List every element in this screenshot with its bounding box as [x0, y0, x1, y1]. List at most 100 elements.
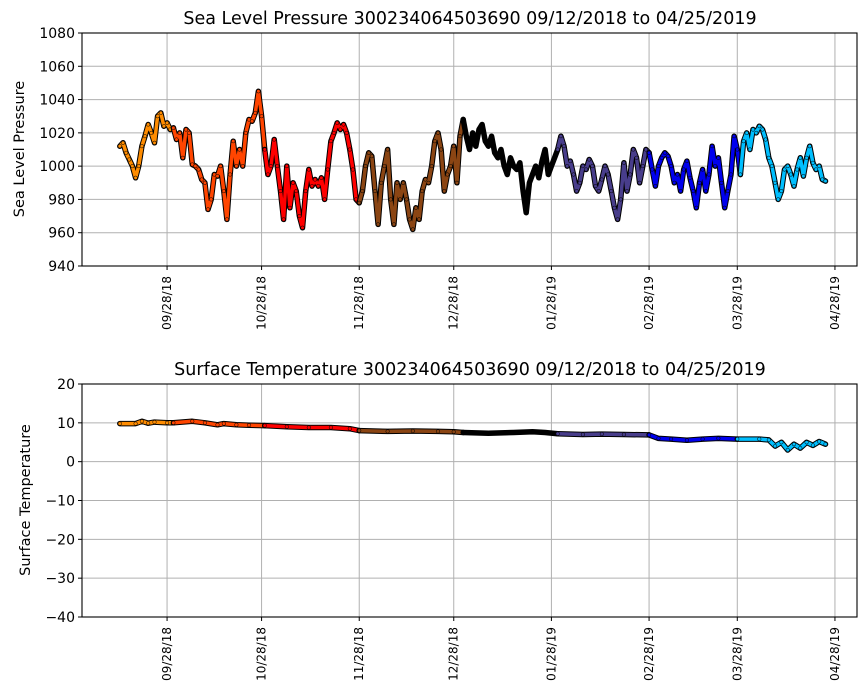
data-point: [464, 134, 469, 139]
data-point: [190, 162, 195, 167]
data-point: [612, 205, 617, 210]
y-tick-label: 1000: [39, 159, 75, 175]
data-point: [149, 130, 154, 135]
data-point: [338, 127, 343, 132]
data-point: [769, 164, 774, 169]
x-tick-label: 02/28/19: [642, 627, 656, 681]
data-point: [246, 423, 252, 428]
data-point: [656, 164, 661, 169]
data-point: [640, 164, 645, 169]
data-point: [171, 420, 176, 425]
data-point: [467, 147, 472, 152]
data-point: [253, 110, 258, 115]
data-point: [454, 180, 459, 185]
data-point: [791, 442, 797, 447]
data-point: [716, 436, 721, 441]
data-point: [391, 222, 396, 227]
data-point: [316, 184, 321, 189]
data-point: [486, 431, 491, 436]
data-point: [221, 421, 226, 426]
data-point: [728, 172, 734, 177]
y-tick-label: 960: [48, 226, 75, 242]
data-point: [580, 432, 585, 437]
data-point: [785, 164, 790, 169]
y-tick-label: 1020: [39, 126, 75, 142]
series-outline-segment-2: [170, 88, 268, 223]
data-point: [624, 189, 630, 194]
data-point: [672, 180, 677, 185]
data-point: [820, 177, 825, 182]
x-tick-label: 09/28/18: [160, 627, 174, 681]
data-point: [205, 207, 211, 212]
data-point: [250, 119, 255, 124]
y-axis-label: Surface Temperature: [18, 424, 34, 576]
data-point: [725, 189, 730, 194]
data-point: [404, 197, 409, 202]
data-point: [413, 205, 418, 210]
x-tick-label: 04/28/19: [828, 627, 842, 681]
x-tick-label: 01/28/19: [544, 276, 558, 330]
data-point: [684, 438, 689, 443]
data-point: [744, 130, 749, 135]
data-point: [335, 120, 340, 125]
data-point: [804, 440, 809, 445]
data-point: [457, 134, 463, 139]
data-point: [190, 419, 195, 424]
data-point: [161, 124, 166, 129]
data-point: [543, 430, 548, 435]
data-point: [139, 144, 144, 149]
data-point: [155, 114, 160, 119]
data-point: [451, 144, 456, 149]
y-tick-label: 940: [48, 259, 75, 275]
data-point: [584, 167, 589, 172]
data-point: [284, 424, 289, 429]
grid-lines: [82, 383, 857, 618]
data-point: [117, 144, 122, 149]
data-point: [669, 164, 674, 169]
data-point: [146, 421, 151, 426]
data-point: [662, 150, 667, 155]
data-point: [776, 197, 781, 202]
x-tick-label: 09/28/18: [160, 276, 174, 330]
data-point: [779, 189, 784, 194]
data-point: [665, 154, 671, 159]
data-point: [757, 124, 762, 129]
axis-ticks: −40 −30 −20 −10 0 10 20 09/28/18 10/28/18 11/28/1…: [45, 377, 841, 681]
data-point: [621, 160, 626, 165]
data-point: [187, 130, 192, 135]
data-point: [602, 164, 608, 169]
data-point: [385, 147, 390, 152]
data-point: [278, 189, 283, 194]
data-point: [659, 155, 664, 160]
y-tick-label: −10: [45, 494, 75, 510]
y-tick-label: 10: [57, 416, 75, 432]
data-point: [757, 437, 762, 442]
data-point: [165, 420, 170, 425]
data-point: [461, 430, 466, 435]
data-point: [766, 437, 771, 442]
data-point: [574, 189, 579, 194]
data-point: [152, 140, 157, 145]
data-point: [246, 117, 252, 122]
data-point: [202, 180, 207, 185]
data-point: [669, 437, 674, 442]
series-line-segment-2: [171, 419, 267, 428]
data-point: [813, 167, 819, 172]
data-point: [675, 172, 680, 177]
data-point: [294, 189, 299, 194]
data-point: [165, 120, 170, 125]
data-point: [555, 431, 560, 436]
data-point: [360, 189, 365, 194]
data-point: [328, 425, 333, 430]
data-point: [530, 172, 535, 177]
data-point: [631, 147, 636, 152]
x-tick-label: 01/28/19: [544, 627, 558, 681]
data-point: [539, 159, 545, 164]
x-tick-label: 02/28/19: [642, 276, 656, 330]
data-point: [735, 147, 740, 152]
data-point: [502, 164, 507, 169]
temperature-chart: −40 −30 −20 −10 0 10 20 09/28/18 10/28/18 11/28/1…: [18, 360, 858, 681]
y-tick-label: 20: [57, 377, 75, 393]
y-tick-label: −20: [45, 532, 75, 548]
